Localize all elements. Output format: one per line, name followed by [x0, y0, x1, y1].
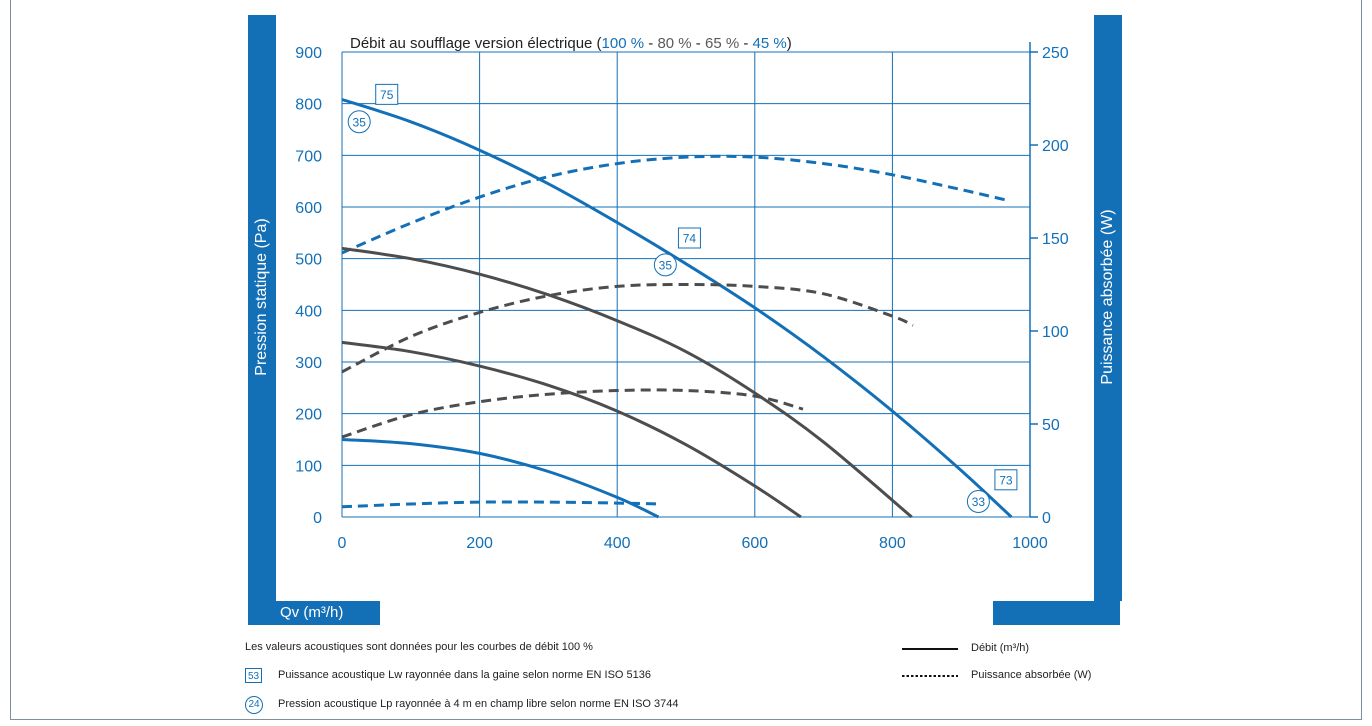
series-puissance-45	[341, 500, 662, 509]
x-tick-label: 800	[879, 535, 906, 552]
right-axis-bar	[1094, 15, 1122, 601]
annotation-box	[375, 83, 399, 105]
y-tick-label: 900	[295, 45, 322, 62]
y2-tick-label: 100	[1042, 324, 1069, 341]
chart-title: Débit au soufflage version électrique (1…	[350, 35, 792, 52]
title-part: -	[692, 35, 705, 52]
y2-tick-label: 0	[1042, 510, 1051, 527]
title-suffix: )	[787, 35, 792, 52]
y-tick-label: 800	[295, 97, 322, 114]
title-part: 80 %	[657, 35, 691, 52]
x-tick-label: 1000	[1012, 535, 1048, 552]
y2-tick-label: 250	[1042, 45, 1069, 62]
series-debit-100	[341, 98, 1013, 519]
x-tick-label: 600	[741, 535, 768, 552]
legend-dotted-label: Puissance absorbée (W)	[971, 669, 1092, 681]
title-part: -	[644, 35, 657, 52]
x-axis-bar-left	[248, 601, 380, 625]
x-tick-label: 400	[604, 535, 631, 552]
series-puissance-80	[341, 282, 914, 374]
annotation-box	[677, 227, 701, 249]
y-tick-label: 700	[295, 148, 322, 165]
title-prefix: Débit au soufflage version électrique (	[350, 35, 602, 52]
chart-frame	[10, 0, 1362, 720]
annotation-label: 35	[353, 115, 367, 129]
x-tick-label: 200	[466, 535, 493, 552]
lp-symbol: 24	[245, 696, 263, 714]
y-tick-label: 500	[295, 252, 322, 269]
annotation-circle	[653, 253, 677, 277]
series-debit-80	[341, 246, 913, 519]
series-puissance-65	[341, 388, 804, 439]
series-puissance-100	[341, 154, 1010, 255]
y-tick-label: 0	[313, 510, 322, 527]
y-tick-label: 100	[295, 458, 322, 475]
annotations: 75 35 74 35 73 33	[347, 83, 1018, 513]
tick-labels: 0 200 400 600 800 100001002003004005006007008…	[295, 45, 1069, 552]
y2-tick-label: 50	[1042, 417, 1060, 434]
legend-solid-label: Débit (m³/h)	[971, 642, 1030, 654]
left-axis-bar	[248, 15, 276, 601]
annotation-label: 75	[380, 88, 394, 102]
annotation-label: 74	[683, 232, 697, 246]
lw-symbol: 53	[245, 668, 262, 683]
y-tick-label: 200	[295, 407, 322, 424]
y-tick-label: 300	[295, 355, 322, 372]
lp-note: Pression acoustique Lp rayonnée à 4 m en…	[278, 698, 679, 710]
x-tick-label: 0	[338, 535, 347, 552]
y-tick-label: 600	[295, 200, 322, 217]
y-tick-label: 400	[295, 303, 322, 320]
series-debit-45	[341, 438, 660, 519]
title-part: 100 %	[602, 35, 645, 52]
annotation-circle	[966, 490, 990, 513]
curves	[341, 98, 1013, 519]
y2-tick-label: 200	[1042, 138, 1069, 155]
title-part: 65 %	[705, 35, 739, 52]
annotation-label: 33	[972, 495, 986, 509]
y2-tick-label: 150	[1042, 231, 1069, 248]
lw-note: Puissance acoustique Lw rayonnée dans la…	[278, 669, 652, 681]
title-part: -	[739, 35, 752, 52]
annotation-box	[994, 469, 1018, 491]
series-debit-65	[341, 340, 802, 519]
annotation-label: 35	[659, 258, 673, 272]
acoustic-note: Les valeurs acoustiques sont données pou…	[245, 641, 593, 653]
annotation-label: 73	[999, 473, 1013, 487]
title-part: 45 %	[753, 35, 787, 52]
annotation-circle	[347, 110, 371, 134]
x-axis-title: Qv (m³/h)	[280, 604, 344, 621]
grid	[341, 42, 1038, 518]
x-axis-bar-right	[993, 601, 1120, 625]
